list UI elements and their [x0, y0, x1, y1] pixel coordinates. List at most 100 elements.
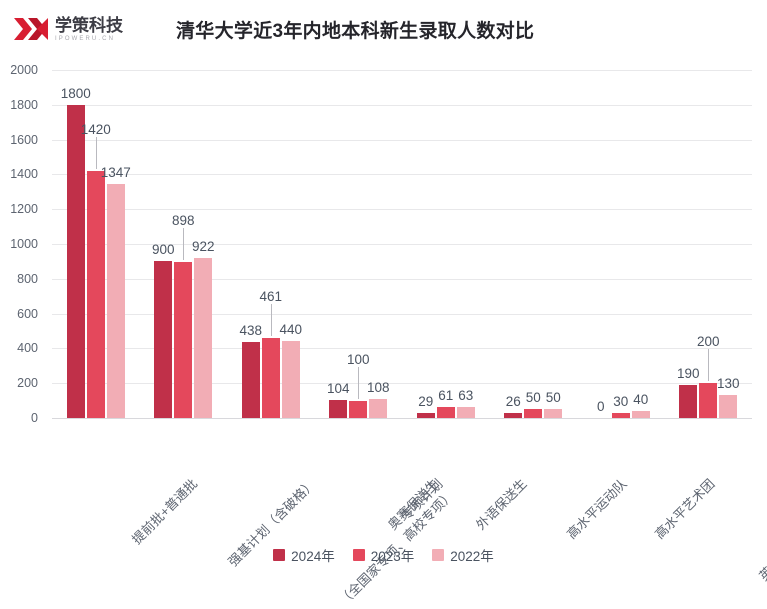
bar-value-label: 0 — [596, 399, 605, 414]
chart-header: 学策科技 IPOWERU.CN 清华大学近3年内地本科新生录取人数对比 — [0, 0, 767, 58]
y-axis-tick-label: 1800 — [10, 97, 38, 112]
gridline — [52, 313, 752, 315]
label-leader-line — [708, 349, 710, 382]
xc-brand-icon — [14, 18, 48, 40]
bar[interactable] — [106, 183, 125, 418]
bar[interactable] — [281, 341, 300, 418]
label-leader-line — [183, 227, 185, 260]
y-axis-tick-label: 0 — [31, 411, 38, 425]
bar-value-label: 1420 — [80, 121, 111, 137]
bar[interactable] — [611, 412, 630, 418]
bar[interactable] — [436, 407, 455, 418]
y-axis-tick-label: 1400 — [10, 167, 38, 182]
label-leader-line — [95, 136, 97, 169]
bar-value-label: 440 — [279, 322, 303, 338]
bar-value-label: 900 — [151, 242, 175, 258]
bar-group: 1800 1420 1347 — [61, 70, 131, 418]
gridline — [52, 70, 752, 71]
bar[interactable] — [544, 409, 563, 418]
label-leader-line — [270, 303, 272, 336]
bar-value-label: 461 — [259, 288, 283, 304]
x-axis-labels: 提前批+普通批 强基计划（含破格） 专项计划 （全国家专项、高校专项） 奥赛保送生 外语保… — [0, 476, 767, 608]
legend-item[interactable]: 2024年 — [273, 545, 335, 565]
bar-value-label: 63 — [458, 388, 474, 404]
x-axis-category-label: 高水平艺术团 — [652, 476, 718, 542]
bar-value-label: 200 — [696, 334, 720, 350]
bar-value-label: 100 — [346, 351, 370, 367]
bar[interactable] — [416, 412, 435, 418]
gridline — [52, 244, 752, 245]
y-axis-tick-label: 2000 — [10, 63, 38, 77]
bar-value-label: 29 — [418, 393, 434, 409]
bar-value-label: 898 — [171, 212, 195, 228]
gridline — [52, 104, 752, 106]
y-axis-tick-label: 800 — [17, 271, 38, 286]
chart-legend: 2024年 2023年 2022年 — [0, 545, 767, 565]
bar-value-label: 130 — [716, 376, 740, 392]
bar[interactable] — [241, 341, 260, 418]
x-axis-category-label: 提前批+普通批 — [129, 476, 201, 548]
bar[interactable] — [456, 407, 475, 418]
x-axis-category-label: 专项计划 （全国家专项、高校专项） — [324, 476, 457, 609]
bar[interactable] — [524, 409, 543, 418]
legend-swatch-icon — [352, 549, 365, 561]
bar[interactable] — [174, 261, 193, 418]
gridline — [52, 209, 752, 211]
bar-value-label: 61 — [438, 388, 454, 404]
bar-value-label: 1800 — [60, 85, 91, 101]
bar-group: 190 200 130 — [676, 70, 740, 418]
bar-value-label: 30 — [613, 393, 629, 409]
bar-group: 29 61 63 — [416, 70, 475, 418]
bar[interactable] — [154, 261, 173, 418]
bar[interactable] — [329, 399, 348, 418]
brand-logo: 学策科技 IPOWERU.CN — [12, 16, 148, 43]
bar[interactable] — [699, 383, 718, 418]
x-axis-category-line: 外语保送生 — [472, 476, 530, 533]
bar-value-label: 922 — [191, 238, 215, 254]
bar-group: 900 898 922 — [151, 70, 215, 418]
brand-domain: IPOWERU.CN — [55, 35, 115, 42]
bar-value-label: 50 — [525, 390, 541, 406]
label-leader-line — [358, 366, 360, 399]
legend-label: 2024年 — [291, 549, 335, 564]
chart-title: 清华大学近3年内地本科新生录取人数对比 — [176, 20, 535, 42]
y-axis-tick-label: 1200 — [10, 202, 38, 217]
x-axis-category-line: 高水平艺术团 — [651, 476, 718, 542]
legend-swatch-icon — [273, 549, 286, 561]
bar-group: 26 50 50 — [504, 70, 563, 418]
y-axis-tick-label: 200 — [17, 376, 38, 391]
bar[interactable] — [261, 337, 280, 418]
bar-value-label: 190 — [676, 365, 700, 381]
x-axis-category-label: 外语保送生 — [473, 476, 530, 533]
x-axis-category-label: 英才班/新领军/攀登计划 — [756, 476, 767, 584]
y-axis-tick-label: 400 — [17, 341, 38, 356]
legend-item[interactable]: 2023年 — [352, 545, 415, 565]
plot-area: 2000 1800 1600 1400 1200 1000 800 600 400 200 0 18… — [0, 58, 767, 608]
bar-value-label: 108 — [366, 380, 390, 396]
bar[interactable] — [679, 384, 698, 418]
bar[interactable] — [631, 411, 650, 418]
bar[interactable] — [369, 399, 388, 418]
legend-item[interactable]: 2022年 — [432, 545, 494, 565]
bars-layer: 1800 1420 1347 900 898 922 438 461 440 104 100 108 2… — [52, 70, 752, 418]
x-axis-category-line: 提前批+普通批 — [128, 476, 200, 548]
bar[interactable] — [719, 395, 738, 418]
brand-name: 学策科技 — [55, 15, 123, 35]
bar-value-label: 438 — [239, 322, 263, 338]
bar-value-label: 1347 — [100, 164, 131, 180]
bar[interactable] — [504, 413, 523, 418]
bar-value-label: 104 — [326, 380, 350, 396]
gridline — [52, 348, 752, 350]
bar[interactable] — [86, 170, 105, 418]
legend-label: 2023年 — [370, 549, 415, 564]
bar-group: 438 461 440 — [239, 70, 303, 418]
bar[interactable] — [349, 400, 368, 418]
bar[interactable] — [194, 257, 213, 418]
bar-value-label: 50 — [545, 390, 561, 406]
bar[interactable] — [66, 104, 85, 418]
x-axis-category-label: 高水平运动队 — [564, 476, 630, 542]
x-axis-category-line: 英才班/新领军/攀登计划 — [756, 476, 767, 584]
y-axis-tick-label: 1600 — [10, 132, 38, 147]
gridline — [52, 383, 752, 385]
